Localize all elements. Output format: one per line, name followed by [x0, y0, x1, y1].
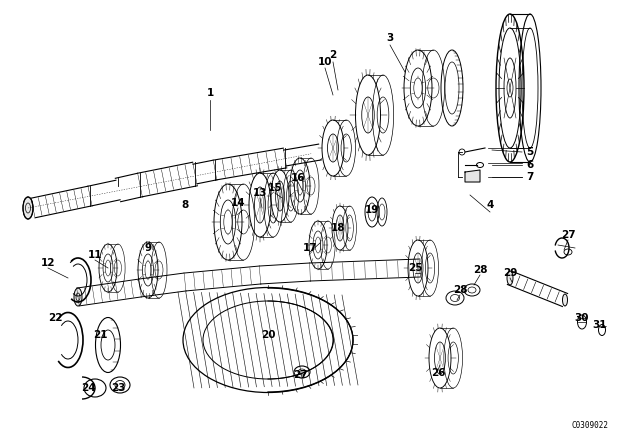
- Text: 25: 25: [408, 263, 422, 273]
- Text: 24: 24: [81, 383, 95, 393]
- Text: 9: 9: [145, 243, 152, 253]
- Text: 16: 16: [291, 173, 305, 183]
- Text: 20: 20: [260, 330, 275, 340]
- Text: 18: 18: [331, 223, 345, 233]
- Text: 21: 21: [93, 330, 108, 340]
- Polygon shape: [465, 170, 480, 182]
- Text: 27: 27: [292, 370, 307, 380]
- Text: 7: 7: [526, 172, 534, 182]
- Text: 28: 28: [473, 265, 487, 275]
- Text: 3: 3: [387, 33, 394, 43]
- Text: 30: 30: [575, 313, 589, 323]
- Text: 1: 1: [206, 88, 214, 98]
- Ellipse shape: [563, 294, 568, 306]
- Ellipse shape: [507, 271, 513, 285]
- Text: C0309022: C0309022: [571, 421, 608, 430]
- Text: 12: 12: [41, 258, 55, 268]
- Text: 10: 10: [317, 57, 332, 67]
- Text: 19: 19: [365, 205, 379, 215]
- Text: 26: 26: [431, 368, 445, 378]
- Ellipse shape: [23, 197, 33, 219]
- Text: 17: 17: [303, 243, 317, 253]
- Text: 6: 6: [526, 160, 534, 170]
- Text: 15: 15: [268, 183, 282, 193]
- Text: 22: 22: [48, 313, 62, 323]
- Text: 31: 31: [593, 320, 607, 330]
- Ellipse shape: [74, 288, 82, 306]
- Text: 27: 27: [561, 230, 575, 240]
- Text: 28: 28: [452, 285, 467, 295]
- Text: 4: 4: [486, 200, 493, 210]
- Text: 23: 23: [111, 383, 125, 393]
- Text: 14: 14: [230, 198, 245, 208]
- Text: 29: 29: [503, 268, 517, 278]
- Text: 13: 13: [253, 188, 268, 198]
- Text: 5: 5: [526, 147, 534, 157]
- Text: 8: 8: [181, 200, 189, 210]
- Text: 2: 2: [330, 50, 337, 60]
- Text: 11: 11: [88, 250, 102, 260]
